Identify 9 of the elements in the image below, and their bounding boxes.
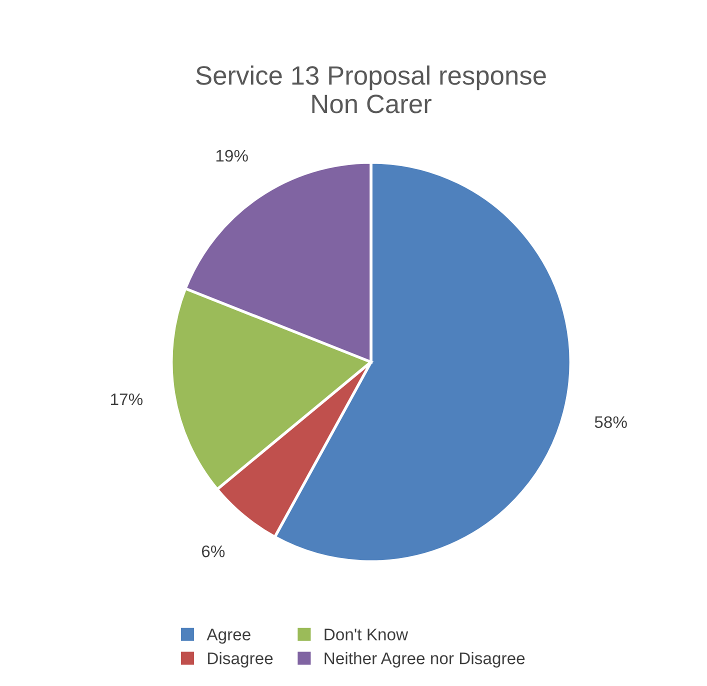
legend-label: Don't Know <box>324 628 408 640</box>
legend-label: Agree <box>206 628 250 644</box>
data-label: 17% <box>111 393 143 406</box>
data-label: 6% <box>202 545 225 558</box>
data-label: 19% <box>216 150 248 162</box>
chart-title: Service 13 Proposal response Non Carer <box>196 65 546 114</box>
legend-label: Neither Agree nor Disagree <box>324 652 525 668</box>
data-label: 58% <box>594 416 627 428</box>
legend-label: Disagree <box>208 652 273 668</box>
